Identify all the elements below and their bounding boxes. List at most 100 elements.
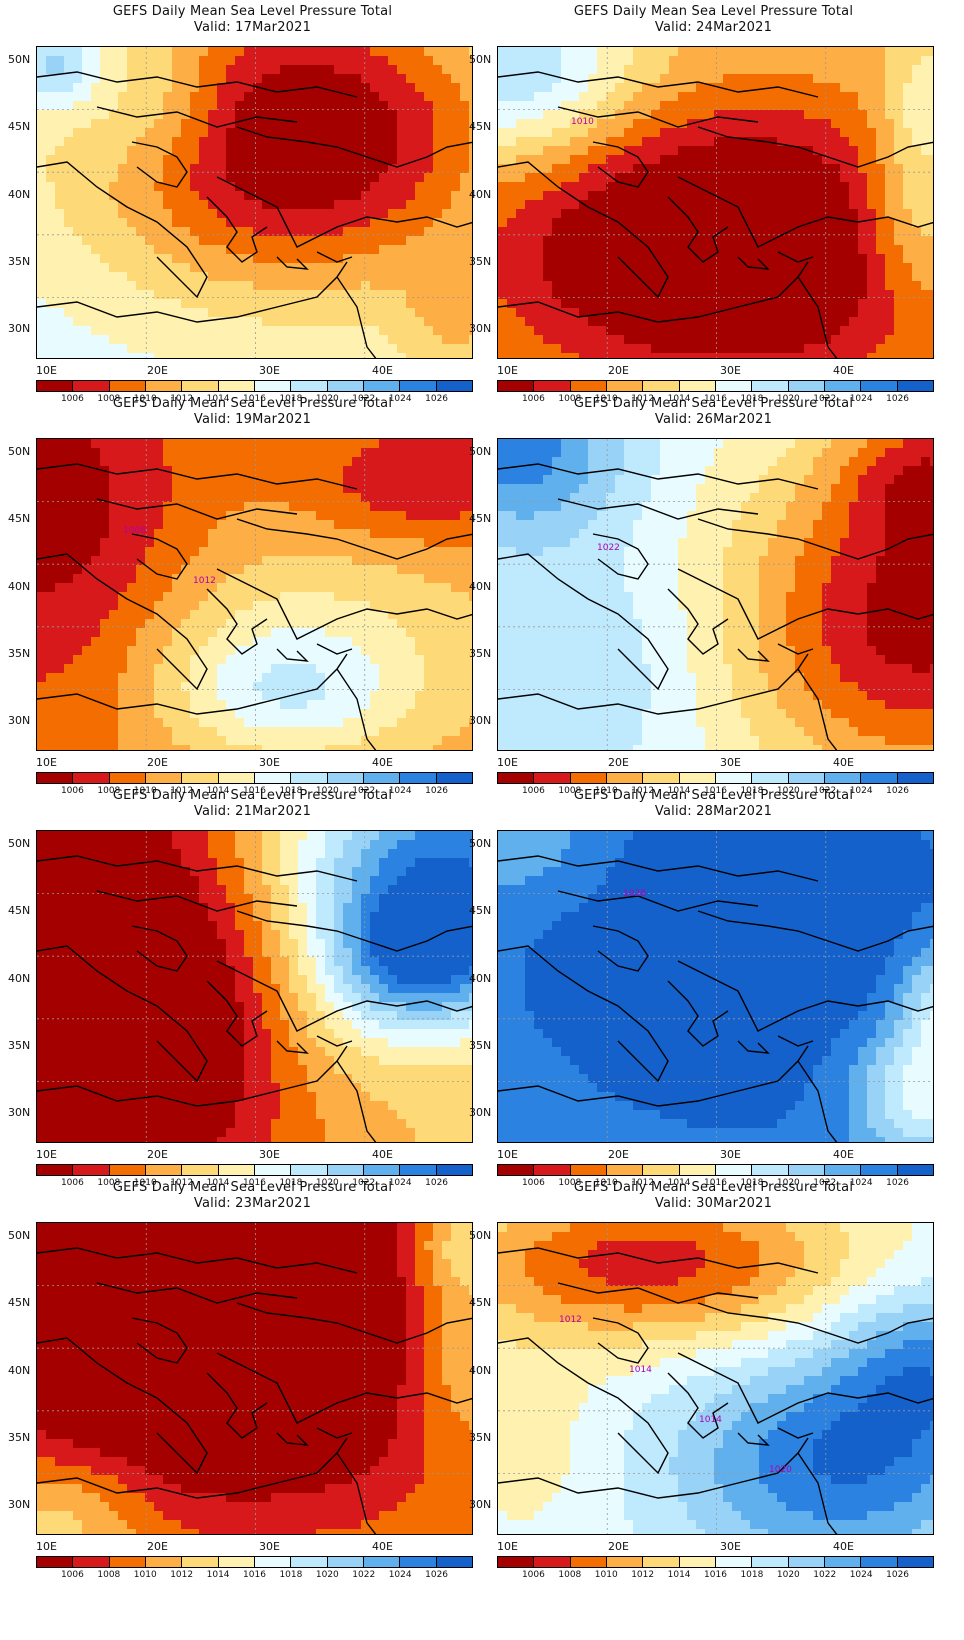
coastline: [677, 960, 933, 1032]
coastline: [131, 925, 188, 972]
colorbar-label: 1026: [886, 394, 910, 404]
colorbar-label: 1008: [558, 394, 582, 404]
colorbar-label: 1006: [521, 1570, 545, 1580]
colorbar-label: 1006: [60, 1570, 84, 1580]
coastline: [557, 890, 759, 912]
longitude-label: 30E: [720, 756, 741, 769]
coastline: [677, 1352, 933, 1424]
colorbar-swatch: [254, 773, 292, 783]
pressure-field-svg: 1008 1012: [37, 439, 472, 750]
colorbar-label: 1012: [631, 394, 655, 404]
colorbar-label: 1024: [388, 1178, 412, 1188]
colorbar-label: 1022: [813, 1178, 837, 1188]
map-panel: GEFS Daily Mean Sea Level Pressure Total…: [461, 784, 943, 1194]
coastline: [592, 925, 649, 972]
coastline: [236, 1302, 472, 1344]
colorbar-label: 1014: [667, 394, 691, 404]
colorbar-swatch: [254, 1165, 292, 1175]
coastline: [498, 945, 669, 1083]
longitude-label: 40E: [833, 1148, 854, 1161]
longitude-label: 10E: [36, 364, 57, 377]
coastline: [498, 855, 819, 882]
coastline: [498, 1045, 809, 1107]
colorbar-label: 1010: [594, 786, 618, 796]
longitude-label: 30E: [720, 364, 741, 377]
colorbar-swatch: [824, 1165, 862, 1175]
latitude-label: 45N: [469, 120, 492, 133]
colorbar-swatch: [715, 381, 753, 391]
colorbar-swatch: [327, 381, 364, 391]
colorbar-swatch: [606, 1557, 644, 1567]
coastline: [777, 1427, 814, 1439]
latitude-label: 30N: [8, 322, 31, 335]
coastline: [216, 176, 472, 248]
contour-label: 1022: [597, 543, 620, 553]
colorbar-swatch: [291, 1165, 328, 1175]
colorbar-label: 1020: [776, 1178, 800, 1188]
coastline: [96, 498, 298, 520]
colorbar-swatch: [182, 1165, 219, 1175]
colorbar-swatch: [73, 1557, 110, 1567]
colorbar-swatch: [37, 1165, 74, 1175]
colorbar-swatch: [37, 1557, 74, 1567]
coastline: [797, 1452, 838, 1534]
colorbar-swatch: [715, 773, 753, 783]
colorbar-swatch: [643, 1165, 680, 1175]
colorbar-label: 1018: [279, 1178, 303, 1188]
colorbar: [36, 1556, 473, 1568]
contour-label: 1020: [769, 1465, 792, 1475]
latitude-label: 40N: [469, 1364, 492, 1377]
colorbar-swatch: [752, 381, 789, 391]
colorbar-swatch: [861, 1165, 898, 1175]
coastline: [336, 1060, 377, 1142]
panel-title: GEFS Daily Mean Sea Level Pressure Total: [573, 396, 854, 411]
coastline: [236, 126, 472, 168]
longitude-label: 40E: [833, 756, 854, 769]
colorbar-label: 1018: [279, 1570, 303, 1580]
panel-title: GEFS Daily Mean Sea Level Pressure Total: [573, 1180, 854, 1195]
colorbar-label: 1010: [594, 394, 618, 404]
latitude-label: 45N: [469, 1296, 492, 1309]
longitude-label: 20E: [608, 756, 629, 769]
latitude-label: 45N: [8, 904, 31, 917]
colorbar-label: 1014: [667, 1178, 691, 1188]
colorbar-label: 1014: [206, 1178, 230, 1188]
coastline: [37, 463, 358, 490]
colorbar-label: 1022: [352, 786, 376, 796]
colorbar-label: 1008: [558, 1570, 582, 1580]
colorbar-label: 1012: [170, 1178, 194, 1188]
panel-valid-date: Valid: 26Mar2021: [654, 412, 773, 427]
contour-label: 1008: [123, 526, 146, 536]
colorbar-label: 1018: [279, 394, 303, 404]
latitude-label: 35N: [469, 255, 492, 268]
colorbar-label: 1020: [776, 1570, 800, 1580]
colorbar-label: 1024: [388, 786, 412, 796]
longitude-label: 10E: [497, 364, 518, 377]
colorbar: [497, 1556, 934, 1568]
colorbar-swatch: [291, 1557, 328, 1567]
coastline: [37, 945, 208, 1083]
colorbar-label: 1026: [886, 1570, 910, 1580]
pressure-map: [36, 46, 473, 359]
colorbar-swatch: [824, 1557, 862, 1567]
colorbar-label: 1008: [97, 786, 121, 796]
colorbar-swatch: [498, 1165, 535, 1175]
pressure-field-svg: [37, 1223, 472, 1534]
colorbar-swatch: [679, 773, 716, 783]
coastline: [96, 106, 298, 128]
coastline: [316, 1427, 353, 1439]
latitude-label: 35N: [8, 1039, 31, 1052]
longitude-label: 40E: [372, 1148, 393, 1161]
colorbar-label: 1026: [425, 1570, 449, 1580]
colorbar-label: 1010: [133, 1570, 157, 1580]
longitude-label: 20E: [608, 1540, 629, 1553]
pressure-map: 1028: [497, 830, 934, 1143]
pressure-field-svg: [37, 47, 472, 358]
colorbar-label: 1010: [594, 1178, 618, 1188]
colorbar-swatch: [73, 381, 110, 391]
colorbar-swatch: [218, 1557, 255, 1567]
colorbar: [36, 1164, 473, 1176]
colorbar-label: 1012: [631, 1178, 655, 1188]
coastline: [37, 1045, 348, 1107]
colorbar-label: 1018: [740, 1570, 764, 1580]
